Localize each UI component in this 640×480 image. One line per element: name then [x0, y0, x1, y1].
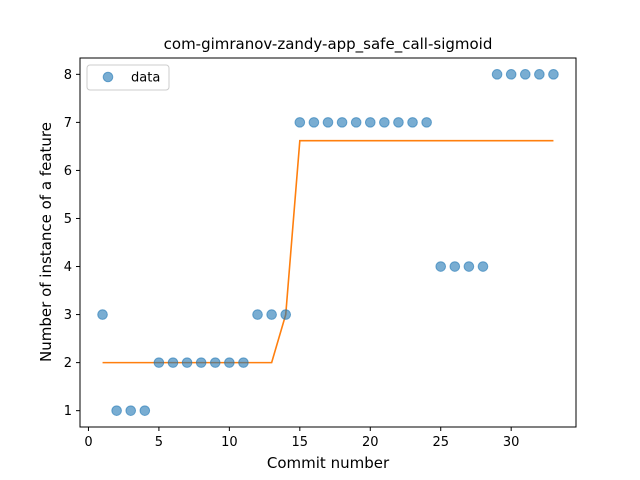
data-point — [266, 309, 277, 320]
legend-label: data — [131, 71, 160, 86]
data-point — [195, 357, 207, 368]
data-point — [111, 405, 122, 416]
y-axis-label: Number of instance of a feature — [37, 122, 55, 362]
chart-title: com-gimranov-zandy-app_safe_call-sigmoid — [164, 35, 493, 54]
x-tick-label: 15 — [292, 435, 309, 450]
data-point — [336, 117, 348, 128]
x-tick-label: 30 — [503, 435, 520, 450]
y-tick-label: 4 — [64, 260, 72, 275]
data-point — [125, 405, 137, 416]
data-point — [379, 117, 390, 128]
data-point — [139, 405, 151, 416]
data-point — [153, 357, 165, 368]
data-point — [252, 309, 263, 320]
data-point — [308, 117, 320, 128]
data-point — [97, 309, 108, 320]
y-tick-label: 1 — [64, 404, 72, 419]
x-tick-label: 20 — [362, 435, 379, 450]
data-point — [294, 117, 306, 128]
data-point — [421, 117, 432, 128]
x-tick-label: 25 — [432, 435, 449, 450]
y-tick-label: 5 — [64, 212, 72, 227]
data-point — [519, 69, 531, 80]
data-point — [167, 357, 179, 368]
data-point — [393, 117, 404, 128]
data-point — [407, 117, 418, 128]
y-tick-label: 7 — [64, 116, 72, 131]
data-point — [449, 261, 461, 272]
data-point — [209, 357, 221, 368]
legend-box — [86, 64, 170, 91]
data-point — [548, 69, 559, 80]
x-axis-label: Commit number — [267, 454, 390, 472]
data-point — [350, 117, 362, 128]
data-point — [534, 69, 545, 80]
x-tick-label: 5 — [155, 435, 163, 450]
x-axis: 0 5 10 15 20 25 30 — [84, 427, 519, 450]
data-point — [505, 69, 517, 80]
y-tick-label: 6 — [64, 164, 72, 179]
data-point — [280, 309, 292, 320]
data-point — [463, 261, 475, 272]
x-tick-label: 10 — [221, 435, 238, 450]
plot-area — [97, 69, 559, 416]
data-point — [224, 357, 235, 368]
data-point — [477, 261, 489, 272]
y-tick-label: 2 — [64, 356, 72, 371]
y-axis: 1 2 3 4 5 6 7 8 — [64, 68, 80, 419]
legend-marker — [102, 71, 114, 83]
data-point — [435, 261, 447, 272]
data-point — [364, 117, 376, 128]
data-point — [238, 357, 249, 368]
data-point — [491, 69, 503, 80]
axes-frame — [79, 57, 577, 428]
y-tick-label: 8 — [64, 68, 72, 83]
data-point — [322, 117, 334, 128]
data-point — [181, 357, 193, 368]
y-tick-label: 3 — [64, 308, 72, 323]
x-tick-label: 0 — [84, 435, 92, 450]
legend: data — [86, 64, 170, 91]
